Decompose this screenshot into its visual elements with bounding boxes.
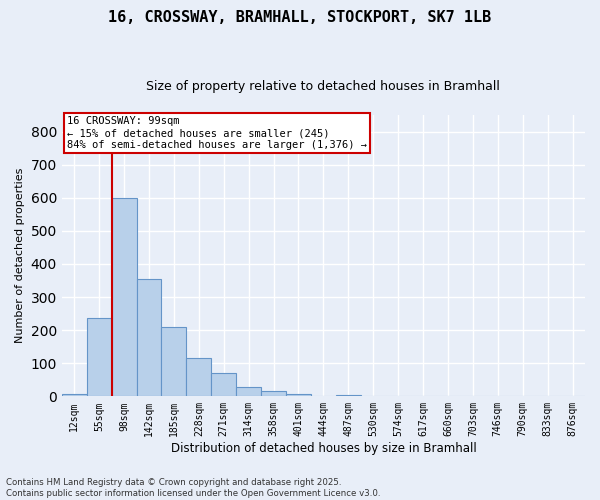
Bar xyxy=(286,394,311,396)
Bar xyxy=(261,392,286,396)
Text: 16 CROSSWAY: 99sqm
← 15% of detached houses are smaller (245)
84% of semi-detach: 16 CROSSWAY: 99sqm ← 15% of detached hou… xyxy=(67,116,367,150)
Text: 16, CROSSWAY, BRAMHALL, STOCKPORT, SK7 1LB: 16, CROSSWAY, BRAMHALL, STOCKPORT, SK7 1… xyxy=(109,10,491,25)
Bar xyxy=(187,358,211,397)
Title: Size of property relative to detached houses in Bramhall: Size of property relative to detached ho… xyxy=(146,80,500,93)
Bar xyxy=(336,394,361,396)
Bar xyxy=(87,318,112,396)
Bar xyxy=(137,280,161,396)
Bar xyxy=(211,373,236,396)
Text: Contains HM Land Registry data © Crown copyright and database right 2025.
Contai: Contains HM Land Registry data © Crown c… xyxy=(6,478,380,498)
Y-axis label: Number of detached properties: Number of detached properties xyxy=(15,168,25,344)
Bar xyxy=(236,387,261,396)
Bar xyxy=(112,198,137,396)
Bar xyxy=(161,328,187,396)
X-axis label: Distribution of detached houses by size in Bramhall: Distribution of detached houses by size … xyxy=(170,442,476,455)
Bar xyxy=(62,394,87,396)
